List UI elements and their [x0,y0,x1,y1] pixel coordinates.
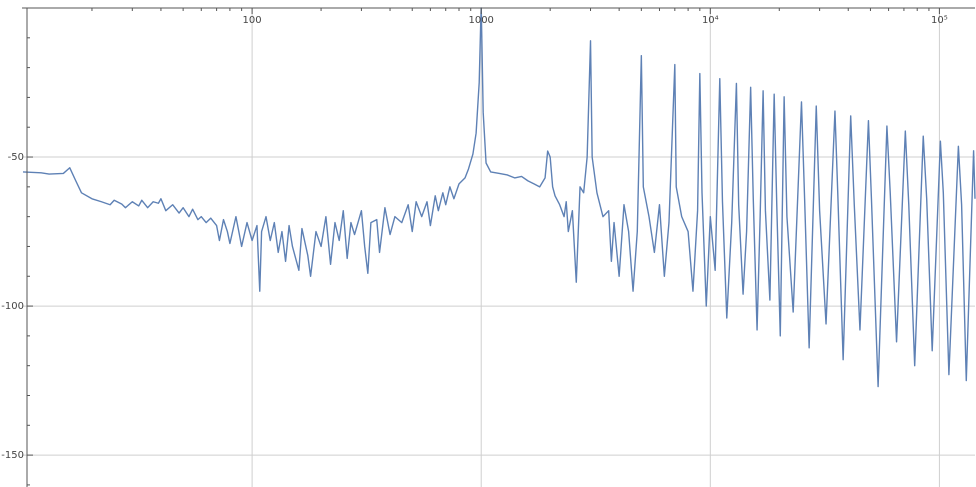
x-tick-label: 1000 [468,15,493,26]
x-tick-label: 10⁵ [931,15,948,26]
y-tick-label: -100 [1,301,24,312]
y-tick-label: -150 [1,450,24,461]
y-tick-label: -50 [8,152,24,163]
x-tick-label: 100 [243,15,262,26]
x-tick-label: 10⁴ [702,15,719,26]
spectrum-line [22,7,976,388]
